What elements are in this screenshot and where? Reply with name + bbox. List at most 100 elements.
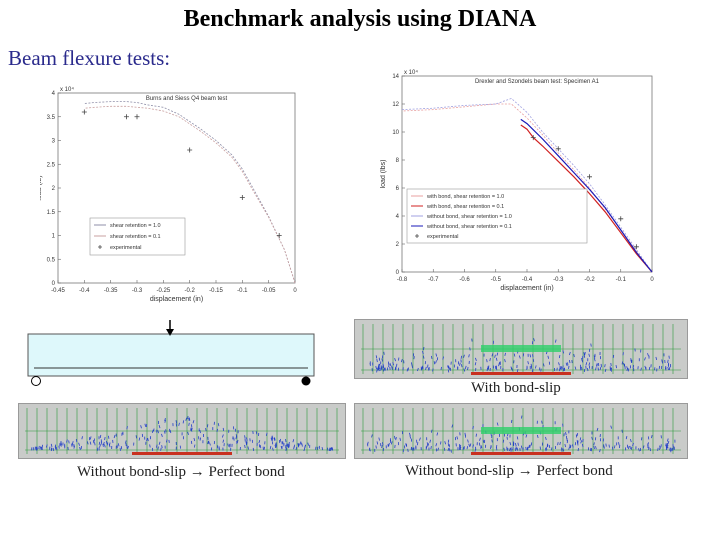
crack-mark xyxy=(50,443,53,447)
crack-mark xyxy=(252,447,255,452)
y-tick-label: 2 xyxy=(52,186,56,192)
crack-mark xyxy=(425,445,428,449)
crack-mark xyxy=(509,441,512,446)
legend-entry: experimental xyxy=(427,234,459,240)
crack-mark xyxy=(160,447,162,451)
crack-mark xyxy=(190,440,193,445)
crack-mark xyxy=(530,363,532,367)
series-line-1 xyxy=(520,124,653,273)
crack-mark xyxy=(547,355,550,359)
crack-mark xyxy=(271,441,274,445)
crack-mark xyxy=(494,354,496,358)
crack-mark xyxy=(442,356,445,360)
crack-mark xyxy=(463,368,466,372)
crack-mark xyxy=(558,355,561,359)
crack-mark xyxy=(525,434,528,438)
crack-mark xyxy=(669,449,672,453)
crack-mark xyxy=(399,437,401,441)
crack-mark xyxy=(571,444,574,448)
crack-mark xyxy=(422,365,424,369)
crack-mark xyxy=(496,422,499,426)
crack-mark xyxy=(532,358,535,362)
crack-mark xyxy=(327,447,329,451)
crack-mark xyxy=(146,437,148,442)
crack-mark xyxy=(395,367,397,371)
crack-mark xyxy=(542,363,545,367)
x-tick-label: -0.4 xyxy=(79,288,90,294)
crack-mark xyxy=(630,446,633,450)
yield-zone xyxy=(481,427,561,434)
pin-support xyxy=(31,376,41,386)
crack-mark xyxy=(515,446,518,450)
crack-mark xyxy=(467,366,469,371)
crack-mark xyxy=(433,361,436,365)
crack-mark xyxy=(585,362,588,366)
experimental-point xyxy=(187,147,193,153)
crack-mark xyxy=(583,368,586,373)
crack-mark xyxy=(244,444,246,449)
crack-mark xyxy=(573,353,575,358)
crack-mark xyxy=(119,447,122,451)
crack-mark xyxy=(378,367,380,372)
crack-mark xyxy=(670,447,673,451)
crack-mark xyxy=(75,439,78,443)
crack-mark xyxy=(651,435,653,439)
crack-mark xyxy=(45,444,48,448)
crack-mark xyxy=(127,445,129,450)
crack-mark xyxy=(491,439,493,443)
crack-mark xyxy=(447,447,450,452)
crack-mark xyxy=(151,429,154,434)
crack-mark xyxy=(659,445,661,449)
chart-burns-siess: -0.45 -0.4 -0.35 -0.3 -0.25 -0.2 -0.15 -0.1 -0.0… xyxy=(40,86,297,303)
crack-mark xyxy=(106,440,108,444)
crack-mark xyxy=(274,437,276,441)
crack-mark xyxy=(381,358,383,362)
crack-mark xyxy=(435,443,438,447)
crack-mark xyxy=(504,352,506,356)
crack-mark xyxy=(513,353,516,357)
crack-mark xyxy=(192,420,195,424)
crack-mark xyxy=(375,355,378,359)
roller-support xyxy=(301,376,311,386)
y-tick-label: 2 xyxy=(396,242,400,248)
crack-mark xyxy=(138,437,141,441)
crack-mark xyxy=(664,367,667,371)
crack-mark xyxy=(535,365,537,369)
crack-mark xyxy=(90,436,92,440)
crack-mark xyxy=(400,359,403,363)
crack-mark xyxy=(147,438,149,442)
crack-mark xyxy=(495,444,498,449)
crack-mark xyxy=(394,358,396,362)
crack-mark xyxy=(536,434,539,439)
crack-mark xyxy=(516,369,519,373)
crack-mark xyxy=(644,365,647,370)
crack-mark xyxy=(444,441,446,445)
fe-panel-left-no-bond xyxy=(18,403,346,459)
crack-mark xyxy=(502,439,505,443)
crack-mark xyxy=(245,442,248,446)
crack-mark xyxy=(86,441,89,445)
y-tick-label: 8 xyxy=(396,158,400,164)
crack-mark xyxy=(644,357,646,361)
crack-mark xyxy=(520,445,523,449)
crack-mark xyxy=(527,361,529,365)
crack-mark xyxy=(610,425,612,429)
crack-mark xyxy=(99,434,102,439)
crack-mark xyxy=(623,362,625,367)
crack-mark xyxy=(175,420,177,424)
crack-mark xyxy=(595,367,597,371)
crack-mark xyxy=(559,441,561,445)
crack-mark xyxy=(581,358,583,362)
x-tick-label: -0.15 xyxy=(209,288,223,294)
crack-mark xyxy=(98,441,101,445)
crack-mark xyxy=(427,443,430,447)
crack-mark xyxy=(632,365,635,369)
crack-mark xyxy=(510,366,513,370)
crack-mark xyxy=(178,422,180,426)
crack-mark xyxy=(321,447,324,451)
crack-mark xyxy=(375,366,377,370)
crack-mark xyxy=(164,430,166,434)
crack-mark xyxy=(297,443,299,447)
crack-mark xyxy=(153,428,155,432)
crack-mark xyxy=(516,436,519,440)
